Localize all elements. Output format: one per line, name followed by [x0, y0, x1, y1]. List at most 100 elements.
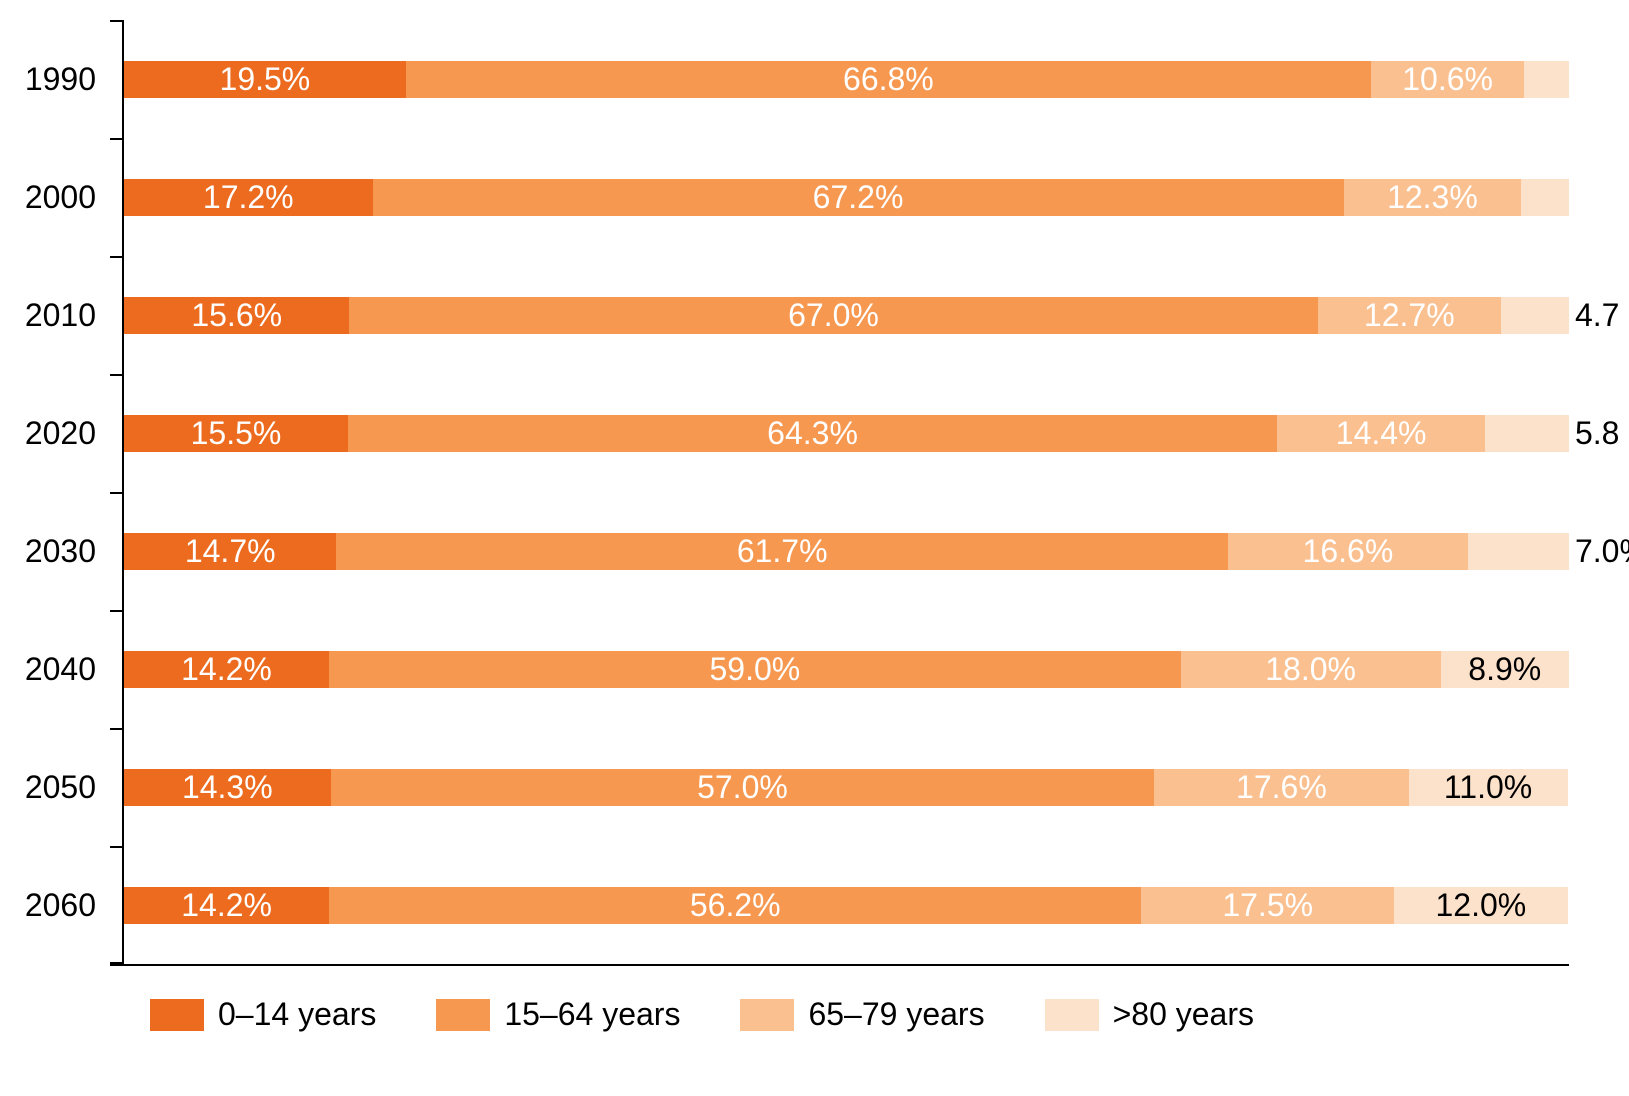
bar-segment-s1: 57.0% — [331, 769, 1155, 806]
axis-corner — [110, 964, 124, 966]
legend-item: 15–64 years — [436, 996, 680, 1033]
bar-segment-s1: 66.8% — [406, 61, 1371, 98]
legend-item: 65–79 years — [740, 996, 984, 1033]
y-axis-segment — [110, 947, 124, 964]
bar-track-spacer — [124, 475, 1569, 509]
y-axis-segment — [110, 829, 124, 863]
bar-segment-value-label: 11.0% — [1444, 769, 1532, 806]
bar-segment-s1: 67.2% — [373, 179, 1344, 216]
bar-segment-value-label: 17.6% — [1236, 769, 1327, 806]
age-distribution-stacked-bar-chart: 199019.5%66.8%10.6%200017.2%67.2%12.3%20… — [0, 0, 1629, 1053]
y-axis-category-label: 2010 — [20, 297, 110, 334]
y-axis-segment — [110, 391, 124, 475]
chart-row-gap — [20, 121, 1569, 155]
y-axis-segment — [110, 155, 124, 239]
y-axis-segment — [110, 357, 124, 391]
bar-segment-value-label: 64.3% — [767, 415, 858, 452]
chart-row-gap — [20, 357, 1569, 391]
chart-row: 204014.2%59.0%18.0%8.9% — [20, 627, 1569, 711]
chart-row-gap — [20, 20, 1569, 37]
bar-segment-s0: 19.5% — [124, 61, 406, 98]
bar-segment-s0: 15.5% — [124, 415, 348, 452]
y-axis-segment — [110, 273, 124, 357]
bar-segment-s2: 12.3% — [1344, 179, 1522, 216]
y-axis-segment — [110, 711, 124, 745]
bar-segment-value-label: 17.5% — [1222, 887, 1313, 924]
legend-label: 65–79 years — [808, 996, 984, 1033]
bar-segment-s2: 16.6% — [1228, 533, 1468, 570]
bar-segment-value-label: 10.6% — [1402, 61, 1493, 98]
stacked-bar: 14.7%61.7% 16.6% 7.0% — [124, 533, 1569, 570]
bar-segment-value-label: 59.0% — [709, 651, 800, 688]
chart-row: 2030 14.7%61.7% 16.6% 7.0% — [20, 509, 1569, 593]
bar-track-spacer — [124, 239, 1569, 273]
y-axis-category-label: 2020 — [20, 415, 110, 452]
bar-segment-s0: 15.6% — [124, 297, 349, 334]
x-axis-line-row — [20, 964, 1569, 966]
bar-segment-value-label: 14.2% — [181, 887, 272, 924]
y-axis-segment — [110, 20, 124, 37]
bar-segment-s1: 61.7% — [336, 533, 1228, 570]
stacked-bar: 15.6%67.0%12.7%4.7 — [124, 297, 1569, 334]
stacked-bar: 14.3% 57.0% 17.6% 11.0% — [124, 769, 1569, 806]
legend-label: 15–64 years — [504, 996, 680, 1033]
y-axis-segment — [110, 239, 124, 273]
bar-segment-value-label: 12.0% — [1435, 887, 1526, 924]
stacked-bar: 14.2% 56.2% 17.5% 12.0% — [124, 887, 1569, 924]
bar-segment-s3: 4.7 — [1501, 297, 1569, 334]
bar-segment-value-label: 15.5% — [191, 415, 282, 452]
y-axis-category-label: 2050 — [20, 769, 110, 806]
y-axis-segment — [110, 627, 124, 711]
bar-track-spacer — [124, 829, 1569, 863]
bar-segment-s3: 12.0% — [1394, 887, 1567, 924]
bar-segment-value-label: 12.7% — [1364, 297, 1455, 334]
legend-item: 0–14 years — [150, 996, 376, 1033]
bar-segment-s3: 5.8 — [1485, 415, 1569, 452]
bar-segment-s2: 17.5% — [1141, 887, 1394, 924]
bar-segment-value-label: 56.2% — [690, 887, 781, 924]
bar-track-spacer — [124, 121, 1569, 155]
chart-row-gap — [20, 829, 1569, 863]
legend-swatch — [150, 999, 204, 1031]
bar-segment-value-label: 5.8 — [1569, 415, 1619, 452]
y-axis-segment — [110, 37, 124, 121]
chart-legend: 0–14 years 15–64 years 65–79 years >80 year… — [150, 996, 1569, 1033]
y-axis-segment — [110, 121, 124, 155]
bar-segment-s1: 64.3% — [348, 415, 1277, 452]
y-axis-category-label: 2060 — [20, 887, 110, 924]
bar-segment-s3 — [1524, 61, 1569, 98]
stacked-bar: 17.2% 67.2% 12.3% — [124, 179, 1569, 216]
bar-segment-s0: 17.2% — [124, 179, 373, 216]
legend-swatch — [1045, 999, 1099, 1031]
bar-segment-s0: 14.7% — [124, 533, 336, 570]
chart-row: 202015.5%64.3%14.4%5.8 — [20, 391, 1569, 475]
bar-segment-s0: 14.2% — [124, 651, 329, 688]
y-axis-segment — [110, 863, 124, 947]
stacked-bar: 15.5%64.3%14.4%5.8 — [124, 415, 1569, 452]
bar-segment-value-label: 17.2% — [203, 179, 294, 216]
bar-segment-s1: 59.0% — [329, 651, 1181, 688]
bar-segment-value-label: 12.3% — [1387, 179, 1478, 216]
legend-label: >80 years — [1113, 996, 1254, 1033]
y-axis-category-label: 2040 — [20, 651, 110, 688]
y-axis-segment — [110, 509, 124, 593]
bar-track-spacer — [124, 947, 1569, 964]
bar-segment-value-label: 7.0% — [1569, 533, 1629, 570]
bar-segment-s3: 7.0% — [1468, 533, 1569, 570]
bar-segment-value-label: 57.0% — [697, 769, 788, 806]
y-axis-category-label: 2030 — [20, 533, 110, 570]
bar-segment-s0: 14.2% — [124, 887, 329, 924]
bar-segment-s0: 14.3% — [124, 769, 331, 806]
y-axis-category-label: 1990 — [20, 61, 110, 98]
legend-swatch — [740, 999, 794, 1031]
chart-rows-container: 199019.5%66.8%10.6%200017.2%67.2%12.3%20… — [20, 20, 1569, 966]
legend-label: 0–14 years — [218, 996, 376, 1033]
y-axis-segment — [110, 475, 124, 509]
chart-row: 2060 14.2% 56.2% 17.5% 12.0% — [20, 863, 1569, 947]
bar-segment-s2: 12.7% — [1318, 297, 1502, 334]
chart-row-gap — [20, 239, 1569, 273]
bar-track-spacer — [124, 593, 1569, 627]
bar-segment-value-label: 16.6% — [1303, 533, 1394, 570]
bar-track-spacer — [124, 20, 1569, 37]
chart-row-gap — [20, 593, 1569, 627]
